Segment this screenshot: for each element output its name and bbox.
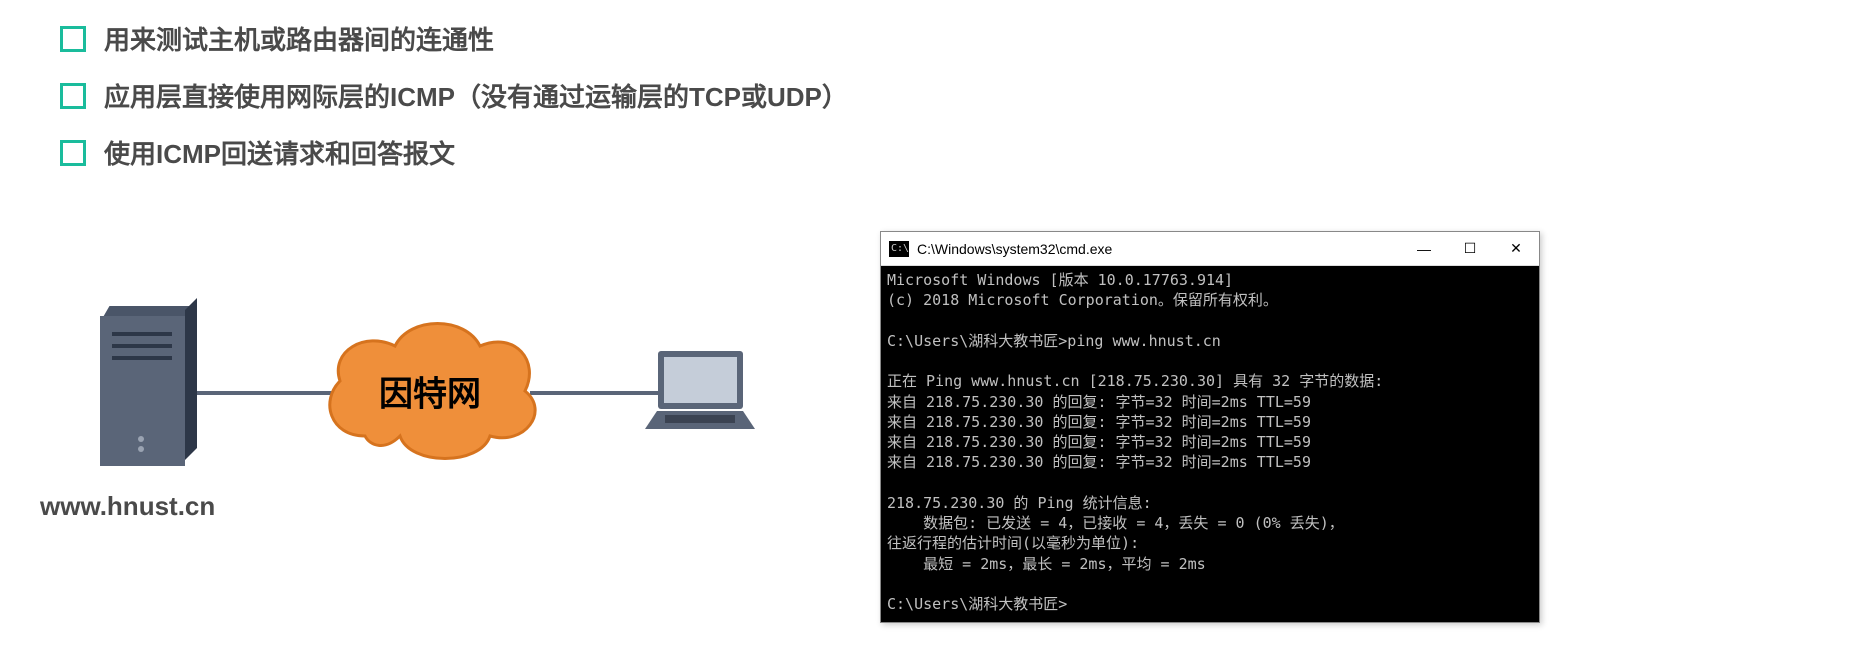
checkbox-icon	[60, 83, 86, 109]
cmd-titlebar[interactable]: C:\ C:\Windows\system32\cmd.exe — ☐ ✕	[881, 232, 1539, 266]
cmd-title: C:\Windows\system32\cmd.exe	[917, 241, 1112, 257]
server-icon	[100, 316, 185, 466]
cmd-app-icon: C:\	[889, 241, 909, 257]
bullet-text: 用来测试主机或路由器间的连通性	[104, 20, 494, 57]
maximize-button[interactable]: ☐	[1447, 232, 1493, 266]
cloud-label: 因特网	[379, 367, 481, 416]
cmd-window: C:\ C:\Windows\system32\cmd.exe — ☐ ✕ Mi…	[880, 231, 1540, 623]
network-diagram: 因特网 www.hnust.cn	[60, 281, 760, 541]
url-label: www.hnust.cn	[40, 491, 215, 522]
wire-left	[185, 391, 335, 395]
laptop-icon	[645, 351, 755, 437]
checkbox-icon	[60, 26, 86, 52]
bullet-text: 应用层直接使用网际层的ICMP（没有通过运输层的TCP或UDP）	[104, 77, 848, 114]
minimize-button[interactable]: —	[1401, 232, 1447, 266]
close-button[interactable]: ✕	[1493, 232, 1539, 266]
checkbox-icon	[60, 140, 86, 166]
internet-cloud-icon: 因特网	[315, 306, 545, 476]
cmd-output[interactable]: Microsoft Windows [版本 10.0.17763.914] (c…	[881, 266, 1539, 622]
bullet-list: 用来测试主机或路由器间的连通性 应用层直接使用网际层的ICMP（没有通过运输层的…	[60, 20, 1795, 171]
bullet-item: 使用ICMP回送请求和回答报文	[60, 134, 1795, 171]
wire-right	[530, 391, 660, 395]
bullet-item: 应用层直接使用网际层的ICMP（没有通过运输层的TCP或UDP）	[60, 77, 1795, 114]
bullet-text: 使用ICMP回送请求和回答报文	[104, 134, 455, 171]
bullet-item: 用来测试主机或路由器间的连通性	[60, 20, 1795, 57]
